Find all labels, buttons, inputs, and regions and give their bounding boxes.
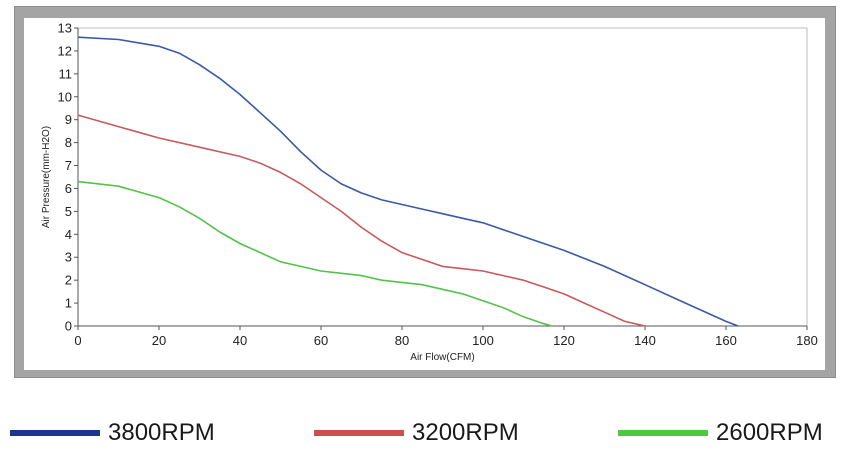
y-tick-label: 10 [58, 89, 72, 104]
x-tick-label: 40 [233, 333, 247, 348]
y-tick-label: 7 [65, 158, 72, 173]
x-tick-label: 80 [395, 333, 409, 348]
legend-swatch-series-2 [618, 430, 708, 436]
series-line-2 [77, 180, 553, 327]
x-tick-label: 100 [472, 333, 494, 348]
x-tick-label: 0 [74, 333, 81, 348]
y-tick-label: 13 [58, 21, 72, 36]
x-tick-label: 20 [152, 333, 166, 348]
x-tick-label: 180 [796, 333, 818, 348]
y-tick-label: 0 [65, 319, 72, 334]
legend-swatch-series-0 [10, 430, 100, 436]
legend-item-series-2: 2600RPM [618, 418, 823, 448]
y-axis-title: Air Pressure(mm-H2O) [41, 126, 52, 228]
legend: 3800RPM 3200RPM 2600RPM [0, 418, 847, 448]
x-tick-label: 140 [634, 333, 656, 348]
series-layer [77, 36, 739, 327]
axis-ticks: 0 20 40 60 80 100 120 140 160 1800123456789101112… [58, 21, 818, 349]
legend-label-series-0: 3800RPM [108, 419, 215, 446]
y-tick-label: 3 [65, 250, 72, 265]
y-tick-label: 4 [65, 227, 72, 242]
series-line-0 [77, 36, 739, 327]
line-chart: 0 20 40 60 80 100 120 140 160 1800123456789101112… [24, 18, 825, 370]
x-tick-label: 60 [314, 333, 328, 348]
y-tick-label: 8 [65, 135, 72, 150]
y-tick-label: 11 [59, 66, 73, 81]
y-tick-label: 9 [65, 112, 72, 127]
y-tick-label: 12 [58, 43, 72, 58]
y-tick-label: 2 [65, 273, 72, 288]
legend-item-series-1: 3200RPM [314, 418, 519, 448]
y-tick-label: 6 [65, 181, 72, 196]
x-tick-label: 120 [553, 333, 575, 348]
legend-label-series-1: 3200RPM [412, 419, 519, 446]
legend-label-series-2: 2600RPM [716, 419, 823, 446]
series-line-1 [77, 114, 646, 327]
plot-area [24, 18, 825, 370]
x-tick-label: 160 [715, 333, 737, 348]
y-tick-label: 5 [65, 204, 72, 219]
x-axis-title: Air Flow(CFM) [410, 352, 474, 363]
legend-item-series-0: 3800RPM [10, 418, 215, 448]
legend-swatch-series-1 [314, 430, 404, 436]
y-tick-label: 1 [65, 296, 72, 311]
